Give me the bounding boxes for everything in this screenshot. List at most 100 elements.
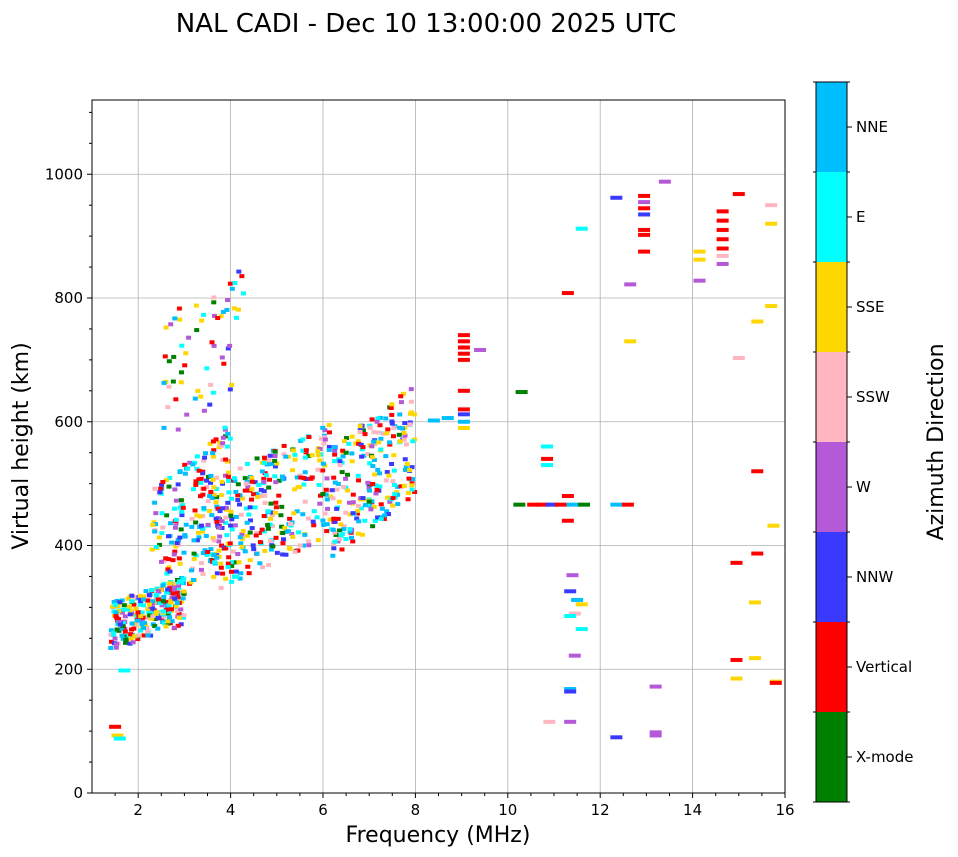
echo-point [765,304,778,309]
echo-point [168,521,174,526]
echo-point [191,538,197,543]
echo-point [345,488,351,493]
echo-point [130,640,136,645]
echo-point [263,473,269,478]
echo-point [359,454,365,459]
echo-point [333,532,339,537]
echo-point [339,547,345,552]
echo-point [349,535,355,540]
echo-point [341,524,347,529]
echo-point [128,636,134,641]
echo-point [311,523,317,528]
echo-point [233,315,239,320]
echo-point [120,621,126,626]
echo-point [370,464,376,469]
echo-point [395,502,401,507]
echo-point [135,637,141,642]
echo-point [386,512,392,517]
echo-point [177,470,183,475]
echo-point [114,641,120,646]
echo-point [149,602,155,607]
echo-point [209,340,215,345]
echo-point [191,557,197,562]
echo-point [397,439,403,444]
echo-point [202,455,208,460]
echo-point [257,561,263,566]
echo-point [172,525,178,530]
echo-point [320,492,326,497]
echo-point [216,539,222,544]
echo-point [406,476,412,481]
echo-point [343,485,349,490]
echo-point [274,461,280,466]
echo-point [200,571,206,576]
echo-point [564,719,577,724]
echo-point [109,604,115,609]
echo-point [229,579,235,584]
echo-point [220,309,226,314]
echo-point [372,518,378,523]
echo-point [402,467,408,472]
echo-point [409,465,415,470]
echo-point [198,561,204,566]
echo-point [269,510,275,515]
echo-point [219,543,225,548]
echo-point [140,626,146,631]
echo-point [232,281,238,286]
echo-point [121,603,127,608]
echo-point [249,497,255,502]
echo-point [254,491,260,496]
x-tick-label: 10 [498,801,517,819]
echo-point [334,506,340,511]
echo-point [165,567,171,572]
echo-point [158,588,164,593]
echo-point [238,512,244,517]
echo-point [377,423,383,428]
echo-point [194,513,200,518]
echo-point [343,476,349,481]
echo-point [149,588,155,593]
echo-point [649,684,662,689]
echo-point [111,630,117,635]
echo-point [224,444,230,449]
echo-point [211,553,217,558]
echo-point [401,437,407,442]
echo-point [213,500,219,505]
echo-point [167,475,173,480]
echo-point [164,590,170,595]
echo-point [180,503,186,508]
echo-point [162,621,168,626]
echo-point [156,597,162,602]
echo-point [357,424,363,429]
echo-point [148,633,154,638]
echo-point [340,448,346,453]
echo-point [280,541,286,546]
echo-point [356,519,362,524]
echo-point [253,533,259,538]
echo-point [176,556,182,561]
echo-point [190,462,196,467]
echo-point [335,481,341,486]
x-tick-label: 2 [133,801,143,819]
echo-point [150,614,156,619]
echo-point [360,428,366,433]
echo-point [163,478,169,483]
echo-point [266,458,272,463]
echo-point [207,441,213,446]
colorbar-tick-label: NNW [856,568,893,586]
echo-point [716,237,729,242]
echo-point [371,430,377,435]
echo-point [322,435,328,440]
echo-point [176,615,182,620]
x-tick-label: 16 [775,801,794,819]
echo-point [215,316,221,321]
colorbar-tick-label: SSW [856,388,890,406]
echo-point [575,226,588,231]
echo-point [270,544,276,549]
echo-point [129,621,135,626]
echo-point [251,547,257,552]
echo-point [308,476,314,481]
echo-point [162,354,168,359]
echo-point [575,602,588,607]
echo-point [213,516,219,521]
